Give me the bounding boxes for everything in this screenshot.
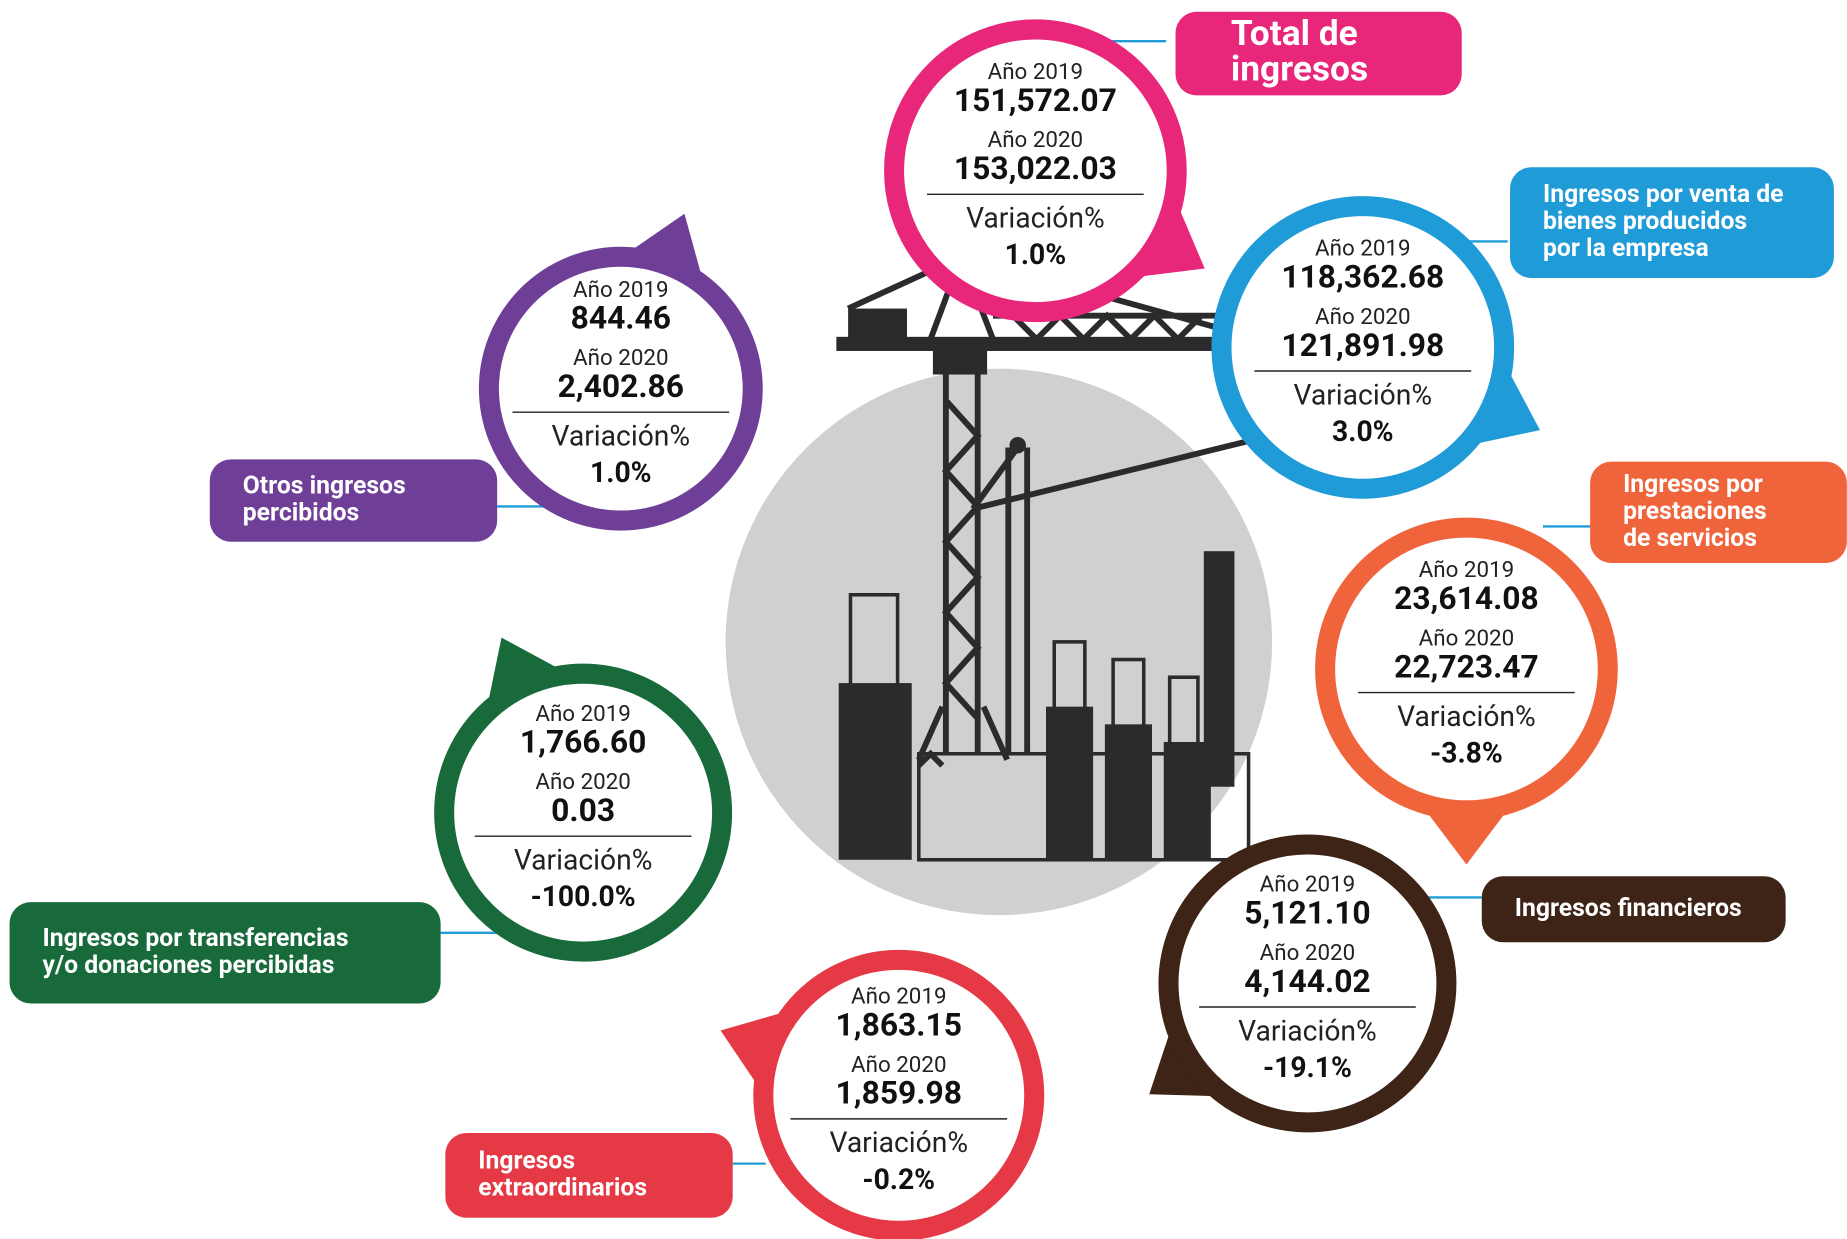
label-text: Ingresos financieros <box>1515 894 1742 923</box>
year-label: Año 2020 <box>851 1052 947 1078</box>
value-2020: 121,891.98 <box>1281 327 1444 364</box>
bubble <box>753 949 1045 1239</box>
variation-label: Variación% <box>829 1126 968 1159</box>
value-2020: 0.03 <box>551 792 615 829</box>
variation-label: Variación% <box>1238 1014 1377 1047</box>
label-text: Ingresos por venta de <box>1543 180 1784 209</box>
value-2020: 1,859.98 <box>836 1075 962 1112</box>
bubble <box>434 663 733 962</box>
bubble <box>478 246 763 531</box>
year-label: Año 2019 <box>1419 557 1514 583</box>
variation-label: Variación% <box>514 844 653 877</box>
bubble-tail <box>720 1013 780 1081</box>
label-text: por la empresa <box>1543 234 1709 263</box>
variation-value: 1.0% <box>590 456 652 489</box>
year-label: Año 2020 <box>1315 304 1410 330</box>
label-box <box>1590 461 1847 563</box>
year-label: Año 2019 <box>988 59 1084 85</box>
bubble-tail <box>489 637 556 698</box>
bubble <box>884 19 1187 323</box>
center-illustration <box>725 246 1273 916</box>
bubble <box>1315 517 1618 821</box>
year-label: Año 2019 <box>573 277 669 303</box>
variation-value: -3.8% <box>1430 736 1503 769</box>
value-2019: 151,572.07 <box>954 82 1117 119</box>
value-2020: 153,022.03 <box>954 150 1117 187</box>
value-2020: 2,402.86 <box>558 368 684 405</box>
year-label: Año 2020 <box>1260 940 1356 966</box>
label-box <box>209 459 498 542</box>
label-text: Total de <box>1231 12 1358 54</box>
year-label: Año 2020 <box>535 769 631 795</box>
label-box <box>445 1133 733 1218</box>
year-label: Año 2019 <box>851 983 947 1009</box>
bubble-tail <box>1143 211 1205 277</box>
year-label: Año 2019 <box>1260 872 1356 898</box>
label-box <box>1510 167 1834 278</box>
value-2019: 1,766.60 <box>520 724 646 761</box>
value-2020: 22,723.47 <box>1394 648 1539 685</box>
variation-value: 3.0% <box>1332 415 1393 448</box>
variation-label: Variación% <box>552 420 691 453</box>
label-text: extraordinarios <box>478 1173 647 1202</box>
bubble-tail <box>634 213 701 272</box>
label-text: y/o donaciones percibidas <box>43 951 335 980</box>
bubble-tail <box>1479 375 1540 443</box>
year-label: Año 2019 <box>1315 236 1410 262</box>
label-box <box>9 902 441 1004</box>
bubble <box>1158 834 1457 1133</box>
variation-value: -100.0% <box>531 880 636 913</box>
variation-label: Variación% <box>1294 378 1433 411</box>
label-text: Otros ingresos <box>243 472 406 501</box>
value-2019: 844.46 <box>571 300 671 337</box>
label-text: Ingresos por <box>1623 470 1763 499</box>
variation-value: -19.1% <box>1263 1051 1352 1084</box>
variation-value: -0.2% <box>862 1163 935 1196</box>
label-text: bienes producidos <box>1543 207 1747 236</box>
year-label: Año 2019 <box>535 701 631 727</box>
label-box <box>1481 876 1786 943</box>
bubble-tail <box>1429 815 1504 865</box>
label-text: percibidos <box>243 499 360 528</box>
label-text: de servicios <box>1623 524 1757 553</box>
year-label: Año 2020 <box>988 127 1084 153</box>
variation-label: Variación% <box>966 202 1105 235</box>
label-text: Ingresos <box>478 1146 575 1175</box>
year-label: Año 2020 <box>573 345 669 371</box>
label-box <box>1175 11 1462 96</box>
label-text: prestaciones <box>1623 497 1767 526</box>
variation-value: 1.0% <box>1005 238 1066 271</box>
label-text: Ingresos por transferencias <box>43 924 349 953</box>
bubble <box>1211 196 1515 499</box>
value-2020: 4,144.02 <box>1244 963 1370 1000</box>
year-label: Año 2020 <box>1419 625 1514 651</box>
value-2019: 118,362.68 <box>1281 259 1444 296</box>
variation-label: Variación% <box>1397 700 1536 733</box>
value-2019: 5,121.10 <box>1244 895 1370 932</box>
value-2019: 23,614.08 <box>1394 580 1539 617</box>
value-2019: 1,863.15 <box>836 1006 962 1043</box>
label-text: ingresos <box>1231 48 1368 90</box>
